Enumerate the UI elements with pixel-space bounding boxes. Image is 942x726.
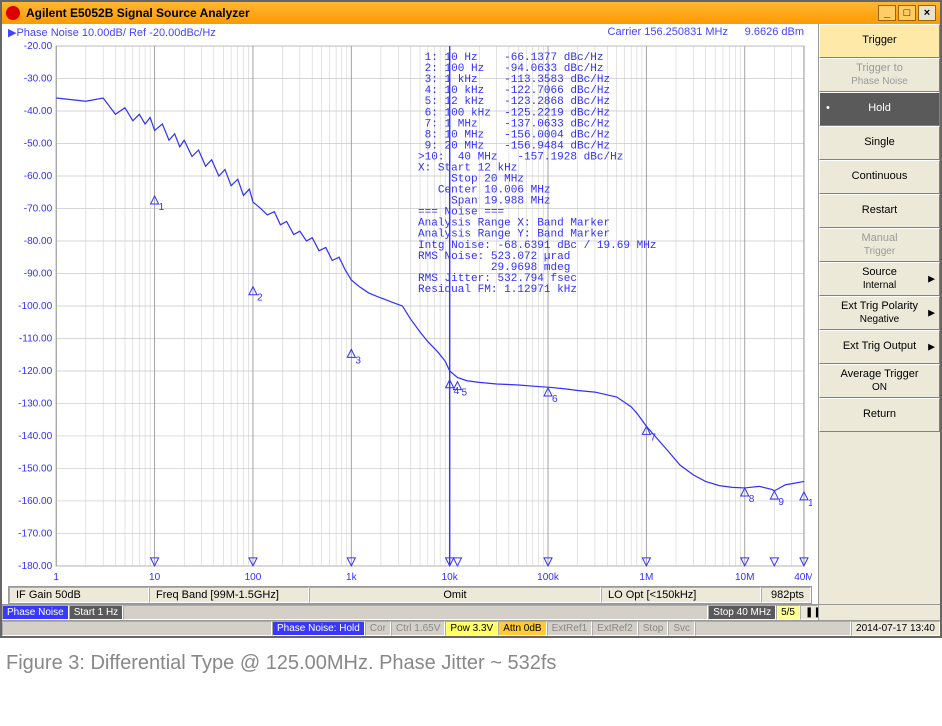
svg-text:-160.00: -160.00 [18,496,52,507]
maximize-button[interactable]: □ [898,5,916,21]
svg-text:8: 8 [749,494,755,505]
svg-text:6: 6 [552,394,558,405]
menu-ext-trig-polarity[interactable]: Ext Trig PolarityNegative▶ [819,296,940,330]
menu-hold[interactable]: Hold [819,92,940,126]
freq-band-cell: Freq Band [99M-1.5GHz] [149,587,309,603]
menu-source[interactable]: SourceInternal▶ [819,262,940,296]
svg-text:-90.00: -90.00 [24,268,53,279]
points-cell: 982pts [761,587,811,603]
status-extref1: ExtRef1 [547,621,593,636]
close-button[interactable]: × [918,5,936,21]
svg-text:-50.00: -50.00 [24,139,53,150]
svg-text:100k: 100k [537,572,560,583]
svg-text:2: 2 [257,293,263,304]
svg-text:7: 7 [650,432,656,443]
svg-text:-70.00: -70.00 [24,204,53,215]
svg-text:1: 1 [53,572,59,583]
svg-text:1: 1 [159,202,165,213]
status-attn: Attn 0dB [498,621,546,636]
svg-text:-80.00: -80.00 [24,236,53,247]
if-gain-cell: IF Gain 50dB [9,587,149,603]
svg-text:-150.00: -150.00 [18,463,52,474]
omit-cell: Omit [309,587,601,603]
menu-continuous[interactable]: Continuous [819,160,940,194]
svg-text:-20.00: -20.00 [24,42,53,52]
status-pow: Pow 3.3V [445,621,498,636]
svg-text:9: 9 [778,497,784,508]
svg-text:10k: 10k [442,572,459,583]
menu-header: Trigger [819,24,940,58]
menu-return[interactable]: Return [819,398,940,432]
svg-text:40M: 40M [794,572,812,583]
svg-text:100: 100 [245,572,262,583]
phase-noise-chart[interactable]: -20.00 -30.00 -40.00 -50.00 -60.00 -70.00 -80.… [8,42,812,584]
agilent-logo-icon [6,6,20,20]
status-datetime: 2014-07-17 13:40 [851,621,940,636]
svg-text:-140.00: -140.00 [18,431,52,442]
svg-text:-120.00: -120.00 [18,366,52,377]
status-extref2: ExtRef2 [592,621,638,636]
svg-text:-40.00: -40.00 [24,106,53,117]
svg-text:5: 5 [461,388,467,399]
menu-average-trigger[interactable]: Average TriggerON [819,364,940,398]
figure-caption: Figure 3: Differential Type @ 125.00MHz.… [0,638,942,681]
start-freq[interactable]: Start 1 Hz [69,605,123,620]
svg-text:-180.00: -180.00 [18,561,52,572]
svg-text:10: 10 [149,572,161,583]
menu-single[interactable]: Single [819,126,940,160]
svg-text:Residual FM: 1.12971 kHz: Residual FM: 1.12971 kHz [418,284,577,296]
window-title: Agilent E5052B Signal Source Analyzer [26,6,878,20]
menu-ext-trig-output[interactable]: Ext Trig Output▶ [819,330,940,364]
svg-text:10M: 10M [735,572,755,583]
avg-count: 5/5 [776,605,800,620]
status-ctrl: Ctrl 1.65V [391,621,445,636]
menu-trigger-to: Trigger toPhase Noise [819,58,940,92]
status-mode: Phase Noise: Hold [272,621,365,636]
carrier-freq: Carrier 156.250831 MHz [608,26,728,38]
svg-text:-30.00: -30.00 [24,74,53,85]
sweep-bar: Phase Noise Start 1 Hz Stop 40 MHz 5/5 ❚… [2,604,940,620]
lo-opt-cell: LO Opt [<150kHz] [601,587,761,603]
menu-manual: ManualTrigger [819,228,940,262]
carrier-power: 9.6626 dBm [745,26,804,38]
status-cor: Cor [365,621,391,636]
svg-text:-110.00: -110.00 [19,333,53,344]
menu-restart[interactable]: Restart [819,194,940,228]
softkey-panel: Trigger Trigger toPhase NoiseHoldSingleC… [818,24,940,604]
title-bar[interactable]: Agilent E5052B Signal Source Analyzer _ … [2,2,940,24]
svg-text:-170.00: -170.00 [18,528,52,539]
svg-text:1M: 1M [639,572,653,583]
plot-area: ▶Phase Noise 10.00dB/ Ref -20.00dBc/Hz C… [2,24,818,604]
trace-info: ▶Phase Noise 10.00dB/ Ref -20.00dBc/Hz [8,26,216,39]
svg-text:3: 3 [355,355,361,366]
svg-text:-130.00: -130.00 [18,398,52,409]
status-stop: Stop [638,621,669,636]
pause-icon[interactable]: ❚❚ [800,605,818,620]
svg-text:10: 10 [808,498,812,509]
stop-freq[interactable]: Stop 40 MHz [708,605,776,620]
status-bar: Phase Noise: Hold Cor Ctrl 1.65V Pow 3.3… [2,620,940,636]
svg-text:-60.00: -60.00 [24,171,53,182]
measurement-mode[interactable]: Phase Noise [2,605,69,620]
svg-text:1k: 1k [346,572,358,583]
status-svc: Svc [668,621,695,636]
analyzer-window: Agilent E5052B Signal Source Analyzer _ … [0,0,942,638]
svg-text:-100.00: -100.00 [18,301,52,312]
minimize-button[interactable]: _ [878,5,896,21]
